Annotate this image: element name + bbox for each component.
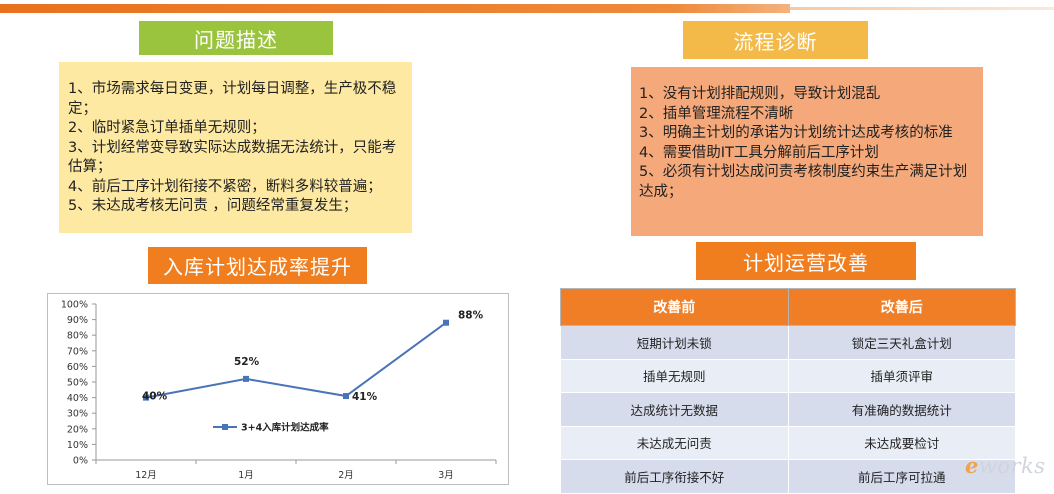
top-accent-bar [0,4,790,13]
series-line [145,321,447,399]
diagnosis-line: 2、插单管理流程不清晰 [639,105,794,122]
y-tick-label: 30% [67,409,88,420]
comparison-table: 改善前 改善后 短期计划未锁 锁定三天礼盒计划 插单无规则 插单须评审 达成统计… [560,288,1016,494]
y-tick-label: 80% [67,331,88,342]
table-row: 短期计划未锁 锁定三天礼盒计划 [560,325,1016,360]
cell-before: 插单无规则 [560,358,789,393]
cell-before: 短期计划未锁 [560,325,789,360]
cell-after: 未达成要检讨 [787,425,1016,460]
problem-line: 1、市场需求每日变更，计划每日调整，生产极不稳定； [68,81,397,117]
data-label: 41% [352,391,378,403]
cell-before: 前后工序衔接不好 [560,459,789,494]
top-accent-bar-tail [790,7,1054,10]
chart-svg: 0% 10% 20% 30% 40% 50% 60% 70% 80% 90% 100% 12月 1月 2月… [61,300,497,481]
data-label: 40% [142,391,168,403]
problem-line: 2、临时紧急订单插单无规则； [68,120,266,136]
cell-after: 锁定三天礼盒计划 [787,325,1016,360]
cell-after: 前后工序可拉通 [787,459,1016,494]
table-row: 前后工序衔接不好 前后工序可拉通 [560,459,1016,494]
data-point [443,319,449,326]
y-tick-label: 40% [67,393,88,404]
table-header-row: 改善前 改善后 [560,288,1016,326]
diagnosis-title: 流程诊断 [683,21,868,59]
cell-after: 插单须评审 [787,358,1016,393]
eworks-logo: eworks [965,453,1046,478]
problem-panel: 1、市场需求每日变更，计划每日调整，生产极不稳定； 2、临时紧急订单插单无规则；… [59,62,412,233]
x-tick-label: 3月 [438,470,454,481]
problem-line: 3、计划经常变导致实际达成数据无法统计，只能考估算； [68,139,397,176]
diagnosis-line: 3、明确主计划的承诺为计划统计达成考核的标准 [639,125,953,141]
achievement-chart: 0% 10% 20% 30% 40% 50% 60% 70% 80% 90% 100% 12月 1月 2月… [47,293,509,485]
diagnosis-line: 4、需要借助IT工具分解前后工序计划 [639,144,879,161]
cell-after: 有准确的数据统计 [787,392,1016,427]
y-tick-label: 70% [67,346,88,357]
table-row: 达成统计无数据 有准确的数据统计 [560,392,1016,427]
problem-line: 4、前后工序计划衔接不紧密，断料多料较普遍； [68,178,382,195]
x-tick-label: 2月 [338,470,354,481]
cell-before: 达成统计无数据 [560,392,789,427]
x-tick-label: 12月 [135,470,157,481]
data-point [243,375,249,382]
y-tick-label: 100% [61,300,88,311]
diagnosis-line: 1、没有计划排配规则，导致计划混乱 [639,86,881,102]
y-tick-label: 60% [67,362,88,373]
data-point [143,394,149,401]
data-label: 88% [458,310,484,322]
y-tick-label: 0% [73,456,88,467]
problem-title: 问题描述 [139,21,333,55]
table-row: 未达成无问责 未达成要检讨 [560,425,1016,460]
y-tick-label: 50% [67,378,88,389]
data-label: 52% [234,356,260,368]
diagnosis-line: 5、必须有计划达成问责考核制度约束生产满足计划达成； [639,164,968,200]
y-tick-label: 10% [67,440,88,451]
data-point [343,393,349,400]
header-after: 改善后 [787,288,1016,326]
chart-section-title: 入库计划达成率提升 [148,247,367,284]
y-tick-label: 20% [67,424,88,435]
table-row: 插单无规则 插单须评审 [560,358,1016,393]
improve-section-title: 计划运营改善 [696,242,916,280]
legend-marker [222,424,228,430]
cell-before: 未达成无问责 [560,425,789,460]
y-tick-label: 90% [67,315,88,326]
problem-line: 5、未达成考核无问责 ，问题经常重复发生； [68,198,358,214]
header-before: 改善前 [560,288,789,326]
legend-label: 3+4入库计划达成率 [241,422,329,434]
x-tick-label: 1月 [238,470,254,481]
diagnosis-panel: 1、没有计划排配规则，导致计划混乱 2、插单管理流程不清晰 3、明确主计划的承诺… [631,67,983,236]
